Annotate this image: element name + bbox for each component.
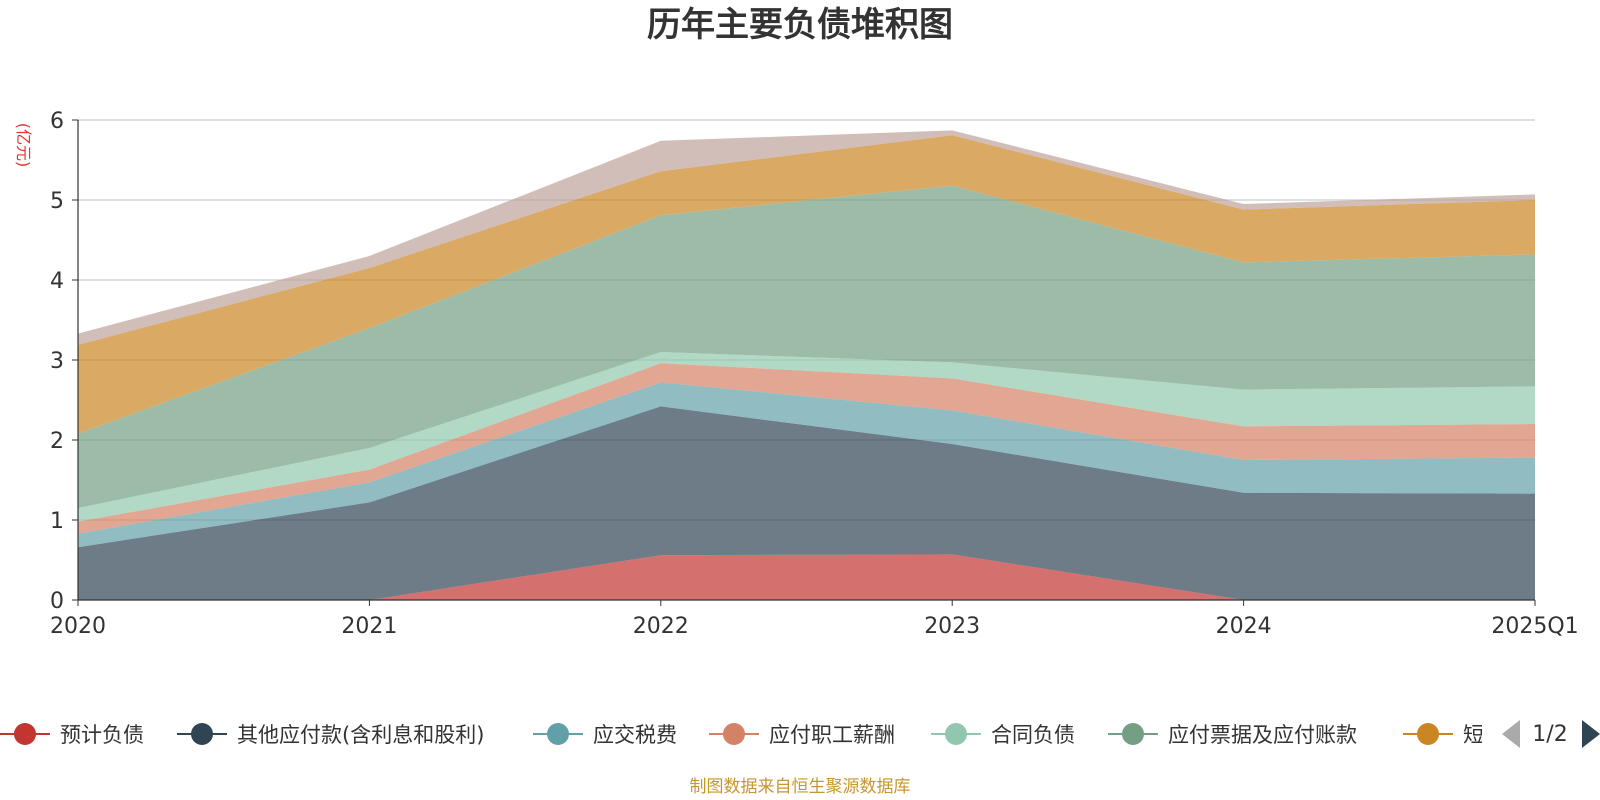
legend-items[interactable]: 预计负债 其他应付款(含利息和股利) 应交税费 应付职工薪酬 合同负债 应付票据及应付账款… bbox=[0, 723, 1484, 747]
legend-label: 其他应付款(含利息和股利) bbox=[237, 723, 484, 747]
y-tick-label: 6 bbox=[50, 109, 64, 134]
legend-label: 预计负债 bbox=[60, 723, 144, 747]
legend-item[interactable]: 应付票据及应付账款 bbox=[1108, 723, 1357, 747]
x-tick-label: 2024 bbox=[1216, 614, 1272, 639]
y-tick-label: 3 bbox=[50, 349, 64, 374]
legend-page-indicator: 1/2 bbox=[1532, 722, 1567, 747]
y-tick-label: 4 bbox=[50, 269, 64, 294]
legend-circle-marker bbox=[723, 723, 745, 745]
area-series-5[interactable] bbox=[78, 185, 1535, 508]
triangle-left-icon[interactable] bbox=[1502, 720, 1520, 748]
legend-item[interactable]: 应付职工薪酬 bbox=[709, 723, 895, 747]
unit-label: (亿元) bbox=[14, 123, 33, 168]
area-series-4[interactable] bbox=[78, 352, 1535, 522]
legend-label: 应付票据及应付账款 bbox=[1168, 723, 1357, 747]
data-source-note: 制图数据来自恒生聚源数据库 bbox=[690, 777, 911, 797]
legend-item[interactable]: 其他应付款(含利息和股利) bbox=[177, 723, 484, 747]
legend-item[interactable]: 应交税费 bbox=[533, 723, 677, 747]
legend-item[interactable]: 短 bbox=[1403, 723, 1484, 747]
triangle-right-icon[interactable] bbox=[1582, 720, 1600, 748]
legend-circle-marker bbox=[1417, 723, 1439, 745]
area-series-0[interactable] bbox=[78, 554, 1535, 600]
legend-item[interactable]: 预计负债 bbox=[0, 723, 144, 747]
legend-circle-marker bbox=[945, 723, 967, 745]
chart-title: 历年主要负债堆积图 bbox=[647, 5, 953, 45]
area-series-group bbox=[78, 130, 1535, 600]
area-series-1[interactable] bbox=[78, 406, 1535, 600]
legend-circle-marker bbox=[547, 723, 569, 745]
legend-circle-marker bbox=[14, 723, 36, 745]
y-tick-label: 5 bbox=[50, 189, 64, 214]
legend-item[interactable]: 合同负债 bbox=[931, 723, 1075, 747]
legend-label: 应交税费 bbox=[593, 723, 677, 747]
x-tick-label: 2020 bbox=[50, 614, 106, 639]
legend-label: 合同负债 bbox=[991, 723, 1075, 747]
y-tick-label: 0 bbox=[50, 589, 64, 614]
axes: 0 1 2 3 4 5 6 2020 2021 2022 2023 2024 2025Q1 bbox=[50, 109, 1579, 639]
legend-circle-marker bbox=[191, 723, 213, 745]
legend[interactable]: 预计负债 其他应付款(含利息和股利) 应交税费 应付职工薪酬 合同负债 应付票据及应付账款… bbox=[0, 723, 1484, 747]
area-series-3[interactable] bbox=[78, 363, 1535, 534]
legend-label: 短 bbox=[1463, 723, 1484, 747]
legend-circle-marker bbox=[1122, 723, 1144, 745]
legend-label: 应付职工薪酬 bbox=[769, 723, 895, 747]
x-tick-label: 2021 bbox=[341, 614, 397, 639]
x-tick-label: 2023 bbox=[924, 614, 980, 639]
x-tick-label: 2022 bbox=[633, 614, 689, 639]
area-series-2[interactable] bbox=[78, 382, 1535, 548]
area-series-6[interactable] bbox=[78, 135, 1535, 434]
legend-pager[interactable]: 1/2 bbox=[1502, 720, 1600, 748]
y-tick-label: 2 bbox=[50, 429, 64, 454]
x-tick-label: 2025Q1 bbox=[1491, 614, 1578, 639]
y-tick-label: 1 bbox=[50, 509, 64, 534]
